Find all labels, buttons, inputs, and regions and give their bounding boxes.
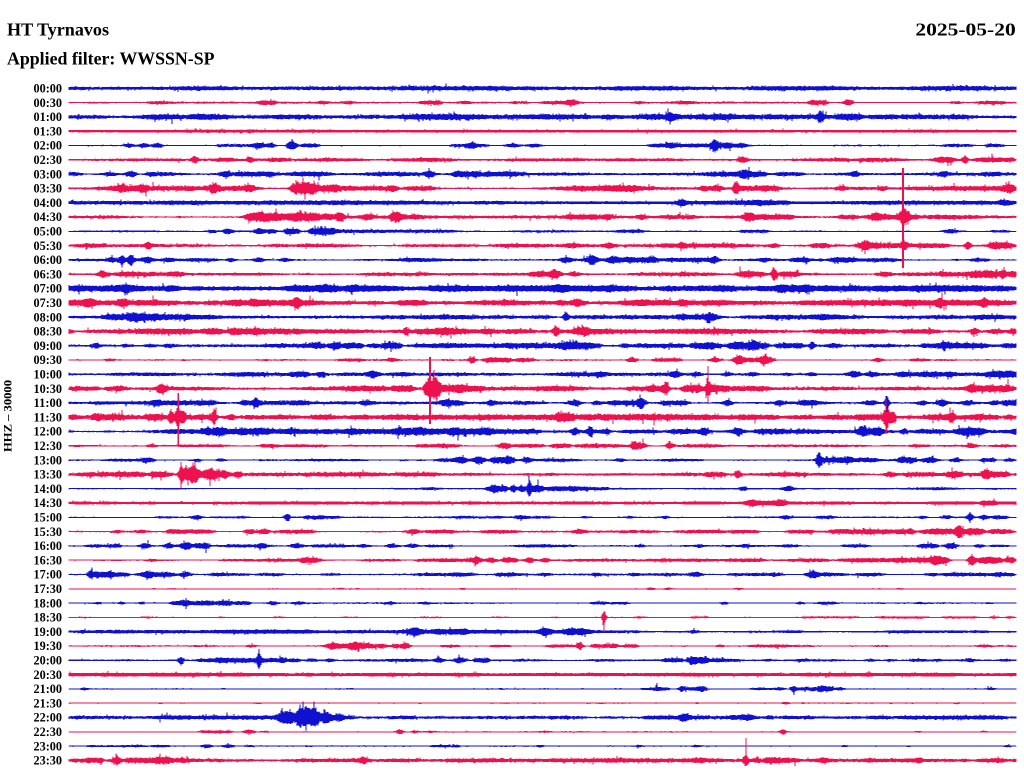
svg-text:17:30: 17:30 [34, 582, 63, 596]
svg-text:10:30: 10:30 [34, 382, 63, 396]
svg-text:23:30: 23:30 [34, 754, 63, 768]
svg-text:20:00: 20:00 [34, 654, 63, 668]
svg-text:19:00: 19:00 [34, 625, 63, 639]
svg-text:12:30: 12:30 [34, 439, 63, 453]
svg-text:Applied filter: WWSSN-SP: Applied filter: WWSSN-SP [7, 49, 215, 69]
svg-text:05:30: 05:30 [34, 239, 63, 253]
svg-text:2025-05-20: 2025-05-20 [915, 20, 1016, 40]
svg-text:04:00: 04:00 [34, 196, 63, 210]
svg-text:05:00: 05:00 [34, 225, 63, 239]
svg-text:07:00: 07:00 [34, 282, 63, 296]
svg-text:08:00: 08:00 [34, 310, 63, 324]
svg-text:13:00: 13:00 [34, 453, 63, 467]
svg-text:01:00: 01:00 [34, 110, 63, 124]
svg-text:14:00: 14:00 [34, 482, 63, 496]
svg-text:02:30: 02:30 [34, 153, 63, 167]
svg-text:22:30: 22:30 [34, 725, 63, 739]
svg-text:HHZ – 30000: HHZ – 30000 [1, 380, 15, 452]
svg-text:18:30: 18:30 [34, 611, 63, 625]
svg-text:16:00: 16:00 [34, 539, 63, 553]
svg-text:19:30: 19:30 [34, 639, 63, 653]
svg-text:12:00: 12:00 [34, 425, 63, 439]
svg-text:00:30: 00:30 [34, 96, 63, 110]
svg-text:22:00: 22:00 [34, 711, 63, 725]
svg-text:HT Tyrnavos: HT Tyrnavos [7, 19, 109, 39]
svg-text:03:00: 03:00 [34, 167, 63, 181]
svg-text:15:30: 15:30 [34, 525, 63, 539]
svg-text:15:00: 15:00 [34, 511, 63, 525]
svg-text:11:00: 11:00 [34, 396, 63, 410]
svg-text:09:30: 09:30 [34, 353, 63, 367]
svg-text:21:30: 21:30 [34, 696, 63, 710]
svg-text:11:30: 11:30 [34, 410, 63, 424]
svg-text:14:30: 14:30 [34, 496, 63, 510]
svg-text:06:00: 06:00 [34, 253, 63, 267]
svg-text:20:30: 20:30 [34, 668, 63, 682]
svg-text:04:30: 04:30 [34, 210, 63, 224]
svg-text:23:00: 23:00 [34, 739, 63, 753]
svg-text:00:00: 00:00 [34, 82, 63, 96]
svg-text:08:30: 08:30 [34, 325, 63, 339]
svg-text:13:30: 13:30 [34, 468, 63, 482]
svg-text:18:00: 18:00 [34, 596, 63, 610]
svg-text:03:30: 03:30 [34, 182, 63, 196]
svg-text:16:30: 16:30 [34, 553, 63, 567]
svg-text:01:30: 01:30 [34, 124, 63, 138]
svg-text:10:00: 10:00 [34, 368, 63, 382]
svg-text:21:00: 21:00 [34, 682, 63, 696]
svg-text:02:00: 02:00 [34, 139, 63, 153]
svg-text:06:30: 06:30 [34, 267, 63, 281]
svg-text:07:30: 07:30 [34, 296, 63, 310]
svg-text:17:00: 17:00 [34, 568, 63, 582]
svg-text:09:00: 09:00 [34, 339, 63, 353]
